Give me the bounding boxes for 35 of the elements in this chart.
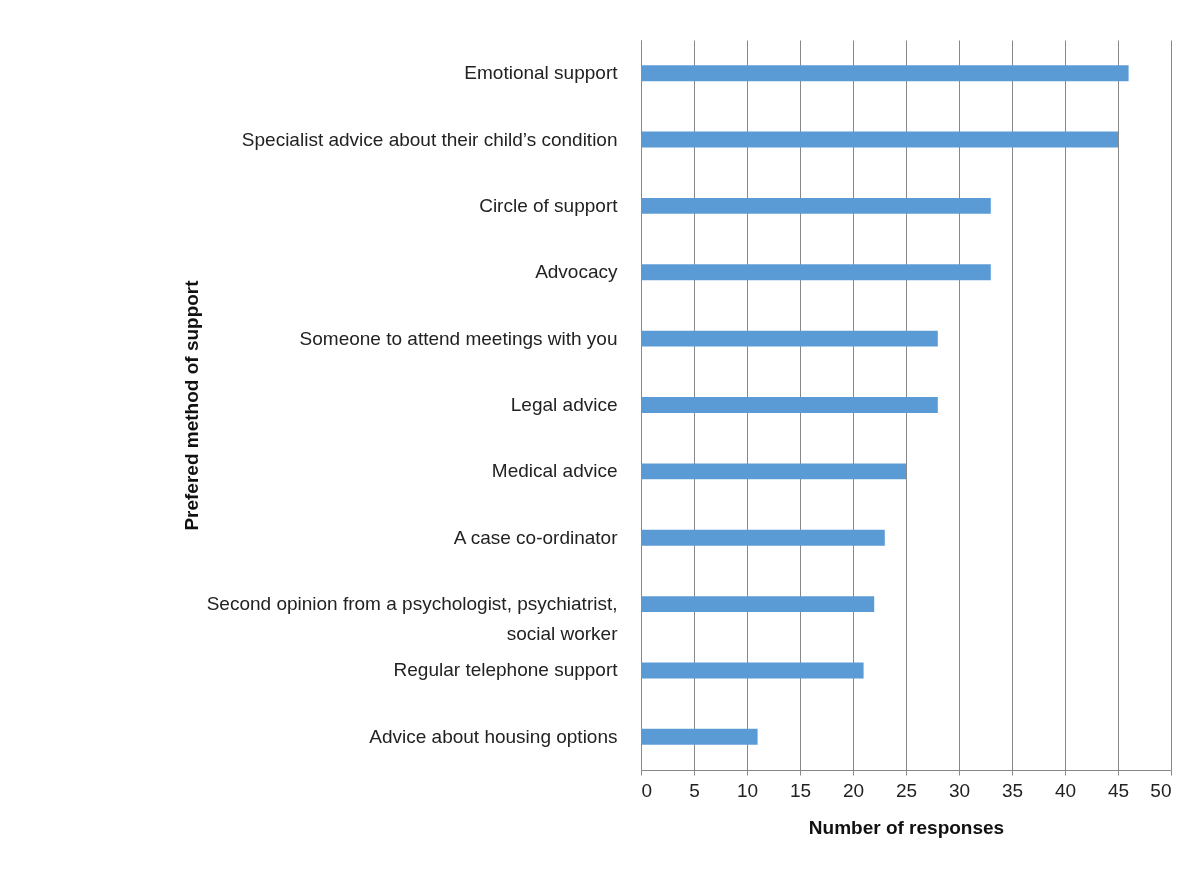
bar: [641, 65, 1129, 82]
x-tick-label: 45: [1107, 779, 1130, 801]
x-tick-label: 40: [1054, 779, 1077, 801]
y-tick-label: Specialist advice about their child’s condition: [241, 128, 618, 150]
bar: [641, 728, 758, 745]
y-tick-label: Advice about housing options: [369, 725, 618, 747]
bar: [641, 197, 991, 214]
bar: [641, 463, 906, 480]
x-tick-label: 25: [895, 779, 918, 801]
x-tick-label: 5: [689, 779, 700, 801]
y-tick-label: Circle of support: [479, 194, 619, 216]
x-tick-label: 35: [1001, 779, 1024, 801]
x-tick-label: 10: [736, 779, 759, 801]
y-tick-label: Second opinion from a psychologist, psychiatrist, social worker: [206, 593, 619, 645]
bar: [641, 397, 938, 413]
y-tick-label: A case co-ordinator: [453, 526, 619, 548]
y-tick-label: Legal advice: [510, 394, 618, 415]
bar: [641, 330, 938, 347]
bar: [641, 264, 991, 281]
x-tick-label: 0: [641, 779, 653, 801]
bar: [641, 662, 864, 679]
y-tick-label: Advocacy: [535, 261, 618, 283]
bar: [641, 529, 885, 546]
x-tick-label: 15: [789, 779, 812, 801]
x-axis-title: Number of responses: [808, 816, 1005, 838]
y-tick-label: Someone to attend meetings with you: [299, 327, 618, 349]
x-tick-label: 50: [1150, 779, 1172, 801]
y-tick-label: Emotional support: [464, 62, 619, 84]
x-tick-label: 30: [948, 779, 971, 801]
y-tick-label: Regular telephone support: [393, 659, 619, 681]
y-axis-title: Prefered method of support: [180, 279, 202, 531]
bar: [641, 596, 875, 613]
y-tick-label: Medical advice: [491, 460, 618, 482]
x-tick-label: 20: [842, 779, 865, 801]
bar: [641, 131, 1118, 148]
